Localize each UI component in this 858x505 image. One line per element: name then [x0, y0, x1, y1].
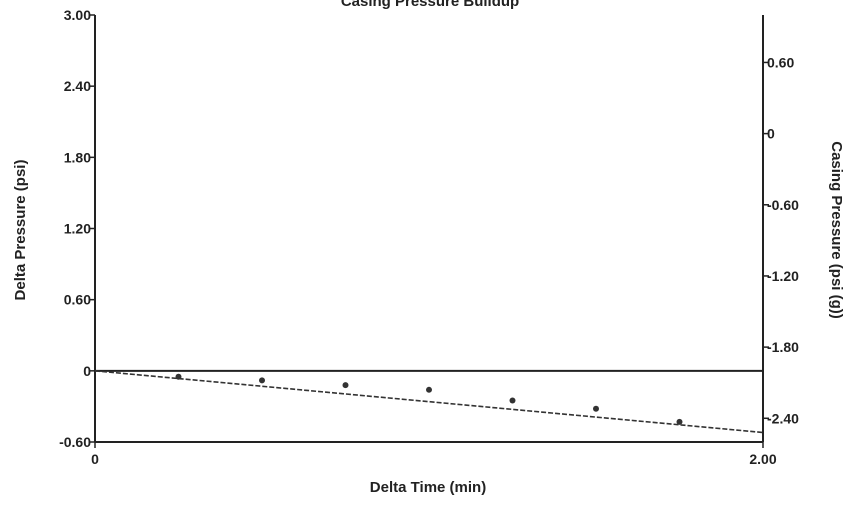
trend-line [94, 370, 764, 434]
data-point [676, 418, 683, 425]
data-point [259, 377, 265, 384]
x-tick-label: 0 [91, 451, 99, 467]
y-tick-label: -0.60 [59, 434, 91, 450]
y2-tick-label: -1.80 [767, 339, 799, 355]
y2-tick-label: -1.20 [767, 268, 799, 284]
y-tick-label: 1.20 [64, 221, 91, 237]
y2-tick-label: -2.40 [767, 410, 799, 426]
y2-tick-label: 0.60 [767, 54, 794, 70]
x-tick-label: 2.00 [749, 451, 776, 467]
y-axis-title: Delta Pressure (psi) [12, 160, 29, 301]
chart-title: Casing Pressure Buildup [341, 0, 519, 10]
ticks: 3.002.401.801.200.600-0.600.600-0.60-1.2… [59, 7, 799, 467]
data-point [509, 397, 516, 404]
data-point [175, 373, 182, 380]
y2-axis-title: Casing Pressure (psi (g)) [828, 141, 845, 319]
y2-tick-label: 0 [767, 126, 775, 142]
y-tick-label: 0.60 [64, 292, 91, 308]
axes [94, 15, 764, 443]
y-tick-label: 0 [83, 363, 91, 379]
data-point [342, 382, 349, 389]
data-point [593, 405, 599, 412]
y-tick-label: 2.40 [64, 78, 91, 94]
x-axis-title: Delta Time (min) [370, 479, 486, 496]
y-tick-label: 1.80 [64, 149, 91, 165]
data-marks [94, 370, 764, 434]
y2-tick-label: -0.60 [767, 197, 799, 213]
data-point [426, 386, 432, 393]
y-tick-label: 3.00 [64, 7, 91, 23]
